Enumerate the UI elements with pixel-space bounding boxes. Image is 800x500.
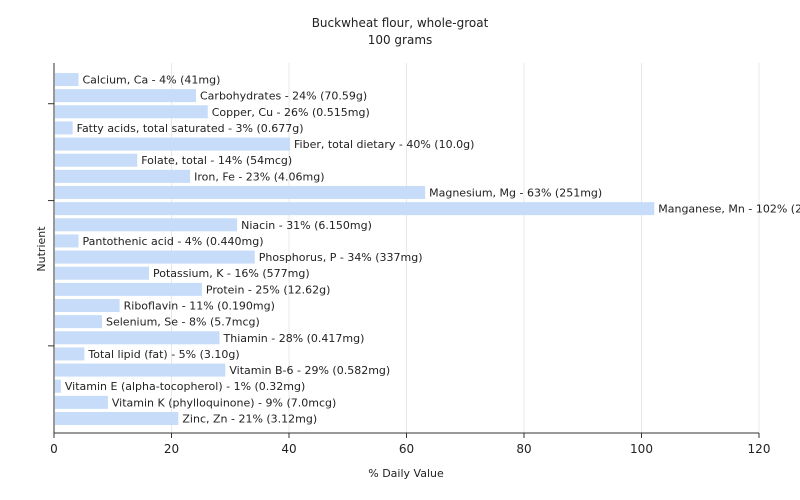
bar-label-13: Protein - 25% (12.62g) — [206, 283, 331, 296]
x-tick-label-80: 80 — [516, 442, 531, 456]
bar-19 — [55, 379, 61, 393]
bar-label-1: Carbohydrates - 24% (70.59g) — [200, 90, 367, 103]
x-tick-label-40: 40 — [281, 442, 296, 456]
bar-label-12: Potassium, K - 16% (577mg) — [153, 267, 310, 280]
bar-6 — [55, 169, 191, 183]
bars-group: Calcium, Ca - 4% (41mg) Carbohydrates - 2… — [55, 73, 800, 426]
x-axis-title: % Daily Value — [368, 467, 444, 480]
bar-21 — [55, 412, 179, 425]
bar-15 — [55, 315, 102, 329]
bar-20 — [55, 395, 108, 409]
bar-label-7: Magnesium, Mg - 63% (251mg) — [429, 187, 602, 200]
bar-8 — [55, 202, 655, 216]
bar-10 — [55, 234, 79, 248]
bar-label-2: Copper, Cu - 26% (0.515mg) — [212, 106, 370, 119]
bar-label-15: Selenium, Se - 8% (5.7mcg) — [106, 316, 260, 329]
bar-1 — [55, 89, 196, 103]
bar-18 — [55, 363, 226, 377]
bar-label-16: Thiamin - 28% (0.417mg) — [223, 332, 365, 345]
x-tick-label-0: 0 — [50, 442, 58, 456]
bar-7 — [55, 186, 426, 199]
bar-12 — [55, 266, 149, 280]
bar-0 — [55, 73, 79, 86]
bar-label-20: Vitamin K (phylloquinone) - 9% (7.0mcg) — [112, 396, 336, 409]
bar-3 — [55, 121, 73, 135]
y-axis-title: Nutrient — [35, 226, 48, 272]
bar-label-10: Pantothenic acid - 4% (0.440mg) — [83, 235, 264, 248]
bar-16 — [55, 331, 220, 345]
bar-label-0: Calcium, Ca - 4% (41mg) — [83, 74, 221, 87]
bar-label-11: Phosphorus, P - 34% (337mg) — [259, 251, 423, 264]
bar-label-5: Folate, total - 14% (54mcg) — [141, 154, 292, 167]
bar-9 — [55, 218, 238, 232]
bar-13 — [55, 282, 202, 296]
x-tick-label-120: 120 — [748, 442, 771, 456]
bar-14 — [55, 299, 120, 312]
bar-11 — [55, 250, 255, 264]
chart-title: Buckwheat flour, whole-groat — [312, 16, 489, 30]
bar-label-8: Manganese, Mn - 102% (2.030mg) — [658, 203, 800, 216]
x-tick-label-100: 100 — [630, 442, 653, 456]
bar-label-19: Vitamin E (alpha-tocopherol) - 1% (0.32m… — [65, 380, 305, 393]
chart-subtitle: 100 grams — [368, 33, 433, 47]
bar-label-6: Iron, Fe - 23% (4.06mg) — [194, 170, 324, 183]
bar-label-18: Vitamin B-6 - 29% (0.582mg) — [229, 364, 390, 377]
bar-label-3: Fatty acids, total saturated - 3% (0.677… — [77, 122, 304, 135]
bar-label-4: Fiber, total dietary - 40% (10.0g) — [294, 138, 474, 151]
x-tick-label-20: 20 — [164, 442, 179, 456]
bar-2 — [55, 105, 208, 119]
bar-label-17: Total lipid (fat) - 5% (3.10g) — [87, 348, 239, 361]
bar-5 — [55, 153, 138, 167]
bar-4 — [55, 137, 290, 151]
bar-label-21: Zinc, Zn - 21% (3.12mg) — [182, 413, 317, 426]
axes: 0 20 40 60 80 100 120 — [48, 63, 770, 456]
bar-label-9: Niacin - 31% (6.150mg) — [241, 219, 372, 232]
x-tick-label-60: 60 — [399, 442, 414, 456]
bar-label-14: Riboflavin - 11% (0.190mg) — [124, 300, 275, 313]
bar-17 — [55, 347, 85, 361]
